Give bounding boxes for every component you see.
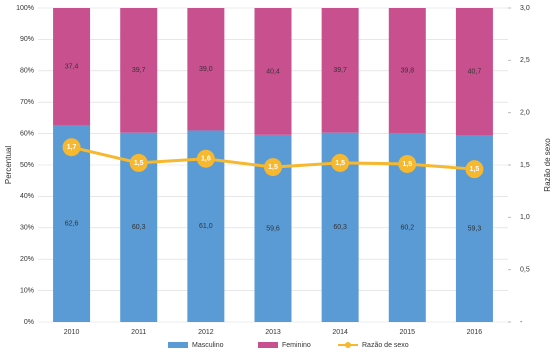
bar-value-label: 59,6	[266, 225, 280, 232]
bar-segment	[455, 8, 493, 136]
bar-value-label: 61,0	[199, 223, 213, 230]
line-marker	[196, 149, 215, 168]
y-tick-label: 40%	[20, 193, 34, 200]
y-axis-label: Percentual	[4, 146, 13, 184]
bar-value-label: 39,0	[199, 66, 213, 73]
x-tick-label: 2014	[332, 329, 348, 336]
y2-tick-label: 3,0	[520, 5, 530, 12]
bar-value-label: 60,3	[132, 224, 146, 231]
y-tick-label: 90%	[20, 36, 34, 43]
legend-swatch	[258, 342, 278, 348]
bar-value-label: 40,4	[266, 68, 280, 75]
y2-tick-label: 2,0	[520, 110, 530, 117]
bar-segment	[388, 8, 426, 133]
y-tick-label: 60%	[20, 130, 34, 137]
bar-value-label: 37,4	[65, 64, 79, 71]
bar-value-label: 62,6	[65, 221, 79, 228]
legend-swatch	[168, 342, 188, 348]
bar-segment	[187, 8, 225, 131]
y2-tick-label: 1,0	[520, 214, 530, 221]
y2-tick-label: -	[520, 319, 523, 326]
bar-value-label: 59,3	[468, 226, 482, 233]
line-marker	[465, 160, 484, 179]
y-tick-label: 10%	[20, 287, 34, 294]
bar-segment	[321, 8, 359, 133]
y-tick-label: 80%	[20, 68, 34, 75]
y-tick-label: 20%	[20, 256, 34, 263]
y-tick-label: 100%	[16, 5, 34, 12]
line-value-label: 1,5	[134, 160, 144, 167]
legend-label: Razão de sexo	[362, 342, 409, 349]
line-marker	[264, 158, 282, 177]
line-value-label: 1,5	[268, 164, 278, 171]
bar-segment	[254, 8, 292, 135]
bar-value-label: 39,8	[400, 67, 414, 74]
y-tick-label: 30%	[20, 225, 34, 232]
line-value-label: 1,6	[201, 156, 211, 163]
bar-segment	[120, 8, 158, 133]
y2-tick-label: 1,5	[520, 162, 530, 169]
y-tick-label: 50%	[20, 162, 34, 169]
bar-segment	[53, 125, 91, 322]
x-tick-label: 2012	[198, 329, 214, 336]
y2-axis-label: Razão de sexo	[543, 138, 552, 192]
y2-tick-label: 0,5	[520, 267, 530, 274]
line-value-label: 1,5	[402, 161, 412, 168]
bar-value-label: 60,3	[333, 224, 347, 231]
legend-label: Feminino	[282, 342, 311, 349]
bar-value-label: 39,7	[132, 67, 146, 74]
x-tick-label: 2013	[265, 329, 281, 336]
line-value-label: 1,5	[470, 166, 480, 173]
x-tick-label: 2011	[131, 329, 146, 336]
bar-value-label: 60,2	[400, 224, 414, 231]
line-marker	[398, 154, 417, 173]
legend-swatch	[345, 342, 351, 348]
line-value-label: 1,7	[67, 144, 77, 151]
line-value-label: 1,5	[335, 160, 345, 167]
x-tick-label: 2015	[399, 329, 415, 336]
line-marker	[129, 153, 148, 172]
bar-value-label: 40,7	[468, 69, 482, 76]
bar-value-label: 39,7	[333, 67, 347, 74]
y-tick-label: 70%	[20, 99, 34, 106]
bar-segment	[53, 8, 91, 126]
y-tick-label: 0%	[24, 319, 34, 326]
line-marker	[331, 153, 350, 172]
legend-label: Masculino	[192, 342, 224, 349]
line-marker	[62, 138, 81, 157]
x-tick-label: 2010	[64, 329, 80, 336]
x-tick-label: 2016	[467, 329, 483, 336]
y2-tick-label: 2,5	[520, 57, 530, 64]
